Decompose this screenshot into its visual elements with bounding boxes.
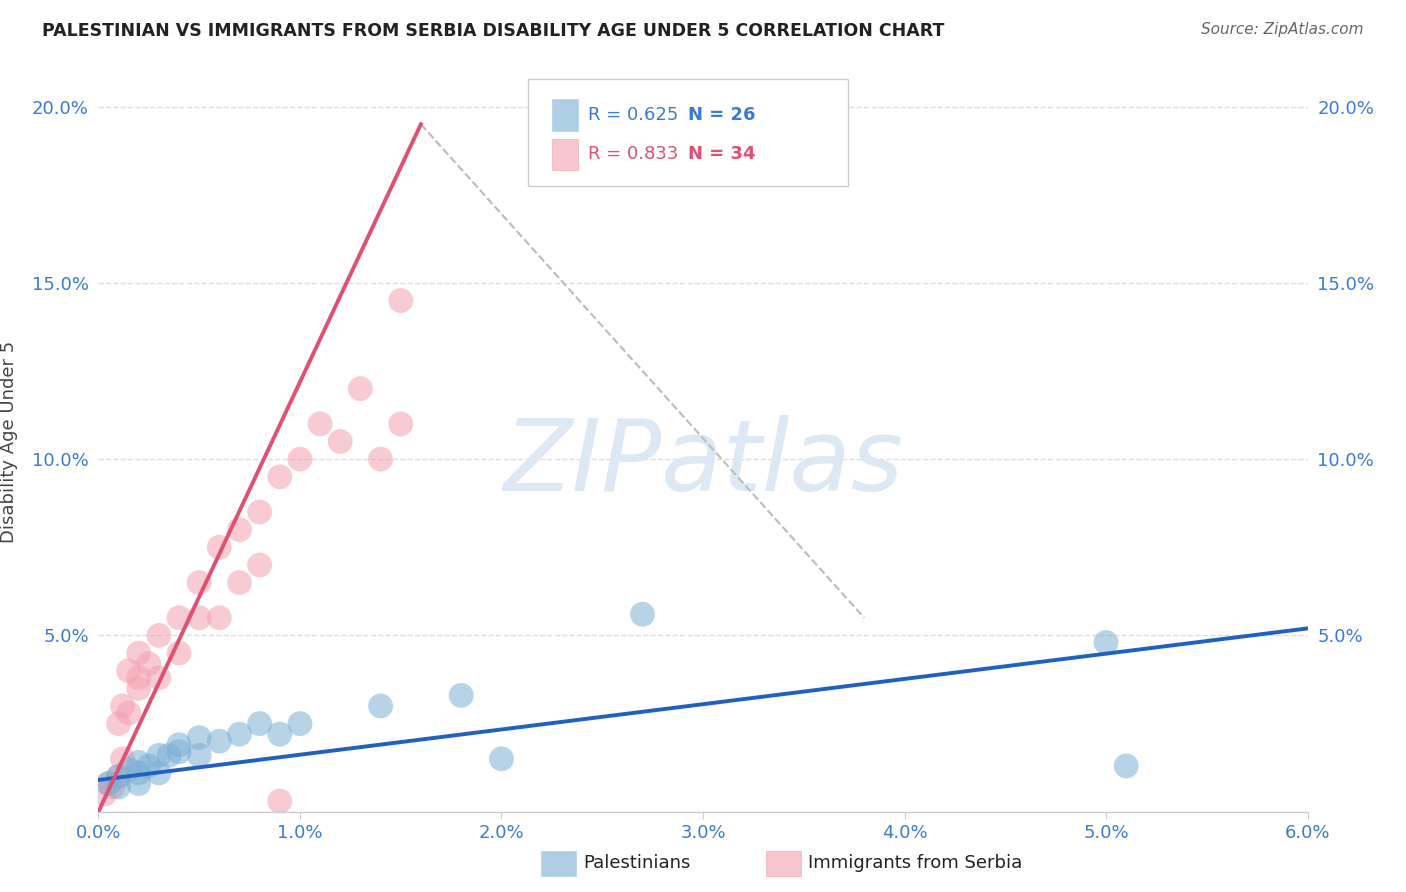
Point (167, 738, 190, 752)
Text: R = 0.833: R = 0.833 (588, 145, 679, 163)
Text: N = 34: N = 34 (689, 145, 756, 163)
Point (128, 766, 150, 780)
Point (269, 470, 291, 484)
Point (111, 752, 134, 766)
Point (188, 731, 211, 745)
Point (101, 780, 124, 794)
Point (148, 628, 170, 642)
Point (148, 671, 170, 685)
Point (128, 776, 150, 790)
Point (107, 769, 129, 783)
Point (107, 780, 129, 794)
Text: Palestinians: Palestinians (583, 855, 690, 872)
Point (1115, 759, 1137, 773)
FancyBboxPatch shape (527, 78, 848, 186)
Point (228, 523, 250, 537)
FancyBboxPatch shape (551, 139, 578, 169)
Point (188, 611, 211, 625)
Point (491, 752, 513, 766)
Text: ZIPatlas: ZIPatlas (503, 416, 903, 512)
Text: PALESTINIAN VS IMMIGRANTS FROM SERBIA DISABILITY AGE UNDER 5 CORRELATION CHART: PALESTINIAN VS IMMIGRANTS FROM SERBIA DI… (42, 22, 945, 40)
Point (128, 681, 150, 696)
Point (249, 505, 271, 519)
Point (138, 759, 160, 773)
Point (389, 293, 412, 308)
Point (249, 558, 271, 572)
FancyBboxPatch shape (551, 100, 578, 130)
Point (249, 716, 271, 731)
Point (389, 417, 412, 431)
Point (107, 769, 129, 783)
Text: N = 26: N = 26 (689, 106, 756, 124)
Point (349, 382, 371, 396)
Point (128, 671, 150, 685)
Point (309, 417, 332, 431)
Point (118, 706, 141, 720)
Y-axis label: Disability Age Under 5: Disability Age Under 5 (0, 341, 18, 542)
Point (157, 748, 180, 763)
Point (1095, 635, 1118, 649)
Point (97, 776, 120, 790)
Point (370, 452, 392, 467)
Point (148, 748, 170, 763)
Point (188, 575, 211, 590)
Point (228, 575, 250, 590)
Text: Immigrants from Serbia: Immigrants from Serbia (808, 855, 1022, 872)
Point (188, 748, 211, 763)
Point (118, 763, 141, 777)
Point (97, 776, 120, 790)
Text: Source: ZipAtlas.com: Source: ZipAtlas.com (1201, 22, 1364, 37)
Point (631, 607, 654, 622)
Text: R = 0.625: R = 0.625 (588, 106, 679, 124)
Point (228, 727, 250, 741)
Point (269, 727, 291, 741)
Point (93, 787, 115, 801)
Point (167, 745, 190, 759)
Point (208, 541, 231, 555)
Point (288, 716, 311, 731)
Point (107, 716, 129, 731)
Point (269, 794, 291, 808)
Point (111, 698, 134, 713)
Point (370, 698, 392, 713)
Point (208, 611, 231, 625)
Point (450, 689, 472, 703)
Point (148, 766, 170, 780)
Point (167, 646, 190, 660)
Point (288, 452, 311, 467)
Point (208, 734, 231, 748)
Point (118, 664, 141, 678)
Point (167, 611, 190, 625)
Point (128, 756, 150, 770)
Point (138, 657, 160, 671)
Point (329, 434, 352, 449)
Point (128, 646, 150, 660)
